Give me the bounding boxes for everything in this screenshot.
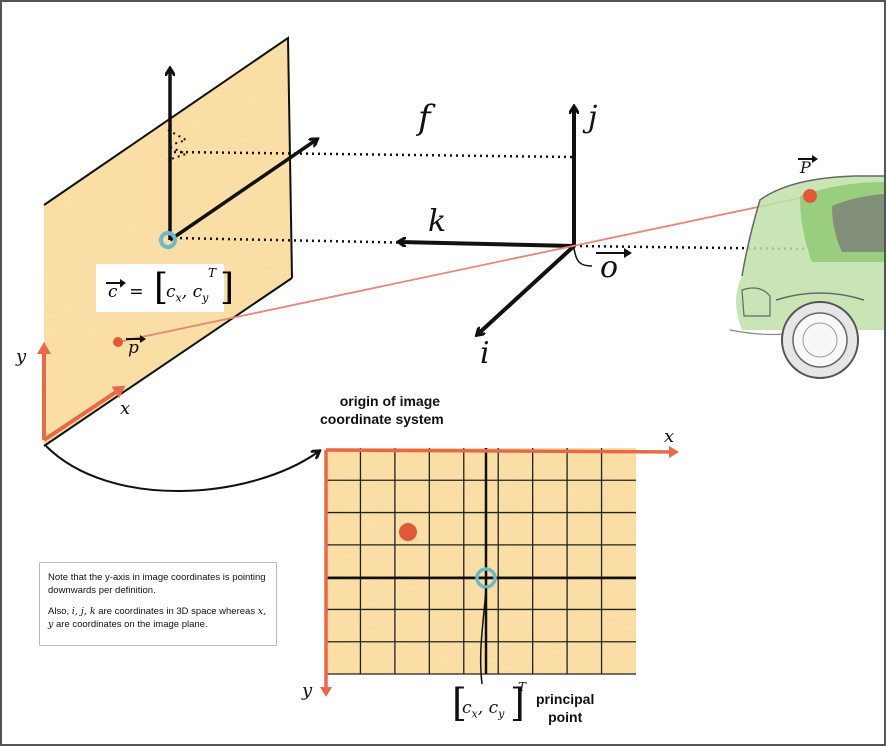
- principal-point-2d: [475, 567, 497, 589]
- note-box: Note that the y-axis in image coordinate…: [39, 562, 277, 646]
- principal-point-equation: c ′ = [ cx, cy ] T: [96, 264, 234, 312]
- principal-pointer: [479, 587, 487, 685]
- car-sketch: [729, 175, 884, 379]
- principal-point-coordinates: [ cx, cy ] T: [452, 680, 527, 725]
- note-line-1: Note that the y-axis in image coordinate…: [48, 572, 266, 596]
- plane-right-axis: [169, 140, 316, 242]
- curved-link-arrow: [45, 445, 318, 492]
- principal-point-label: principal point: [536, 691, 595, 725]
- origin-pointer: [573, 247, 593, 267]
- plane-y-label: y: [16, 346, 27, 367]
- i-axis-arrow: [478, 244, 576, 334]
- image-origin-label: origin of image coordinate system: [320, 393, 444, 427]
- image-point-p: [113, 337, 123, 347]
- image-y-label: y: [302, 680, 313, 701]
- k-axis-arrow: [400, 242, 575, 248]
- world-point-P: [803, 189, 817, 203]
- projection-ray: [117, 195, 811, 343]
- focal-dotted-line: [173, 150, 573, 159]
- note-line-2: Also, i, j, k are coordinates in 3D spac…: [48, 606, 267, 630]
- image-x-label: x: [664, 426, 675, 447]
- focal-length-label: f: [418, 98, 431, 138]
- i-axis-label: i: [480, 336, 490, 371]
- plane-dotted-tick: [165, 129, 189, 161]
- plane-x-axis: [42, 385, 126, 442]
- image-plane-2d: [326, 448, 636, 675]
- image-point-2d: [399, 523, 417, 541]
- image-plane-3d: [43, 36, 293, 447]
- j-axis-label: j: [588, 100, 598, 135]
- image-x-axis: [325, 445, 679, 458]
- principal-point-3d: [159, 231, 177, 249]
- k-axis-label: k: [428, 204, 447, 239]
- plane-x-label: x: [120, 398, 131, 419]
